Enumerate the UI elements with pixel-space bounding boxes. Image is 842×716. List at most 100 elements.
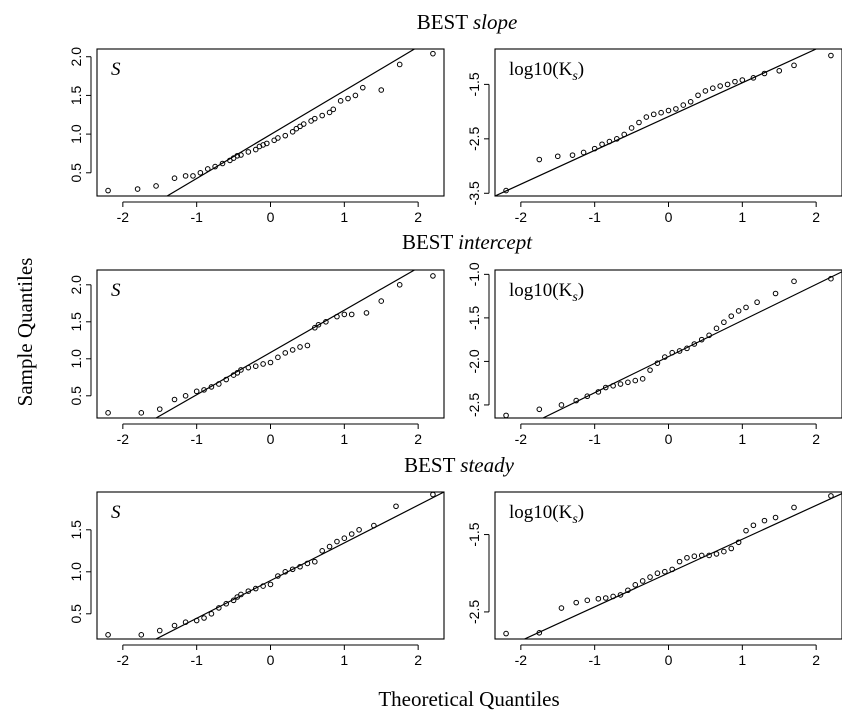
data-point xyxy=(430,491,436,498)
data-point xyxy=(772,290,779,297)
data-point xyxy=(396,61,403,68)
x-tick-label: 1 xyxy=(738,652,746,668)
data-point xyxy=(300,121,307,127)
data-point xyxy=(669,349,675,356)
data-point xyxy=(348,531,355,537)
panel-steady-log10ks: -2 -1 0 1 2 -2.5 -1.5 log10(Ks) xyxy=(466,491,842,668)
data-point xyxy=(138,410,145,416)
data-point xyxy=(669,566,675,573)
x-tick-label: -1 xyxy=(588,209,601,225)
data-point xyxy=(721,548,727,555)
data-point xyxy=(216,605,222,611)
data-point xyxy=(558,402,565,408)
data-point xyxy=(252,146,259,153)
plot-frame xyxy=(96,48,445,197)
x-tick-label: 2 xyxy=(414,652,422,668)
y-tick-label: -1.5 xyxy=(466,522,482,546)
plot-frame xyxy=(494,48,842,197)
y-tick-label: -2.5 xyxy=(466,127,482,151)
row-title-intercept: BEST intercept xyxy=(402,230,533,254)
x-tick-label: -2 xyxy=(117,652,130,668)
data-point xyxy=(569,152,576,158)
data-point xyxy=(658,109,664,116)
data-point xyxy=(345,95,351,102)
data-point xyxy=(371,522,377,529)
reference-line xyxy=(155,270,415,418)
x-tick-label: 1 xyxy=(738,209,746,225)
data-point xyxy=(156,406,163,412)
x-tick-label: 0 xyxy=(267,431,275,447)
data-point xyxy=(326,543,333,550)
data-point xyxy=(223,600,230,607)
data-point xyxy=(728,545,735,552)
data-point xyxy=(761,70,768,77)
data-point xyxy=(190,173,196,179)
data-point xyxy=(212,163,218,170)
x-tick-label: -2 xyxy=(117,209,130,225)
data-point xyxy=(625,587,631,594)
data-point xyxy=(680,102,687,108)
data-point xyxy=(245,588,252,594)
data-point xyxy=(289,347,296,353)
y-tick-label: -1.5 xyxy=(466,72,482,96)
data-point xyxy=(337,98,344,104)
data-point xyxy=(156,627,163,634)
data-point xyxy=(430,50,436,57)
y-tick-label: 1.0 xyxy=(68,349,84,369)
data-point xyxy=(739,77,746,83)
data-point xyxy=(238,152,244,158)
y-tick-label: 1.0 xyxy=(68,562,84,582)
data-point xyxy=(584,393,591,400)
x-tick-label: 2 xyxy=(812,209,820,225)
data-point xyxy=(828,493,834,499)
x-tick-label: -1 xyxy=(190,209,203,225)
data-point xyxy=(334,313,340,320)
data-point xyxy=(234,594,241,600)
data-point xyxy=(182,173,189,179)
data-point xyxy=(743,527,749,534)
data-point xyxy=(673,106,679,112)
data-point xyxy=(595,389,602,395)
data-point xyxy=(828,52,834,59)
data-point xyxy=(754,299,760,306)
data-point xyxy=(772,514,779,521)
data-point xyxy=(311,324,318,331)
data-point xyxy=(275,135,281,141)
data-point xyxy=(275,573,281,579)
data-point xyxy=(554,153,561,160)
x-tick-label: 1 xyxy=(738,431,746,447)
data-point xyxy=(193,388,200,395)
y-tick-label: 0.5 xyxy=(68,163,84,183)
data-point xyxy=(662,568,668,575)
x-tick-label: 0 xyxy=(267,209,275,225)
data-point xyxy=(138,632,145,638)
y-tick-label: 1.5 xyxy=(68,520,84,540)
data-point xyxy=(636,119,642,126)
x-tick-label: 2 xyxy=(812,431,820,447)
data-point xyxy=(573,599,580,606)
x-tick-label: 1 xyxy=(340,431,348,447)
data-point xyxy=(297,563,303,570)
x-axis-label: Theoretical Quantiles xyxy=(378,687,559,711)
data-point xyxy=(632,377,639,384)
data-point xyxy=(282,132,289,139)
data-point xyxy=(709,85,716,91)
data-point xyxy=(304,342,311,349)
data-point xyxy=(297,344,303,350)
data-point xyxy=(536,406,543,413)
data-point xyxy=(625,379,631,386)
data-point xyxy=(761,517,768,524)
panel-intercept-log10ks: -2 -1 0 1 2 -2.5 -2.0 -1.5 -1.0 log10(Ks) xyxy=(466,262,842,447)
data-point xyxy=(311,115,318,122)
data-point xyxy=(363,310,370,316)
data-point xyxy=(713,325,720,332)
data-point xyxy=(134,186,141,192)
data-point xyxy=(695,92,701,99)
data-point xyxy=(684,345,690,352)
data-point xyxy=(171,396,178,403)
data-point xyxy=(706,552,712,559)
data-point xyxy=(260,361,266,367)
panel-label: S xyxy=(111,280,121,301)
data-point xyxy=(503,630,509,637)
data-point xyxy=(304,560,311,567)
